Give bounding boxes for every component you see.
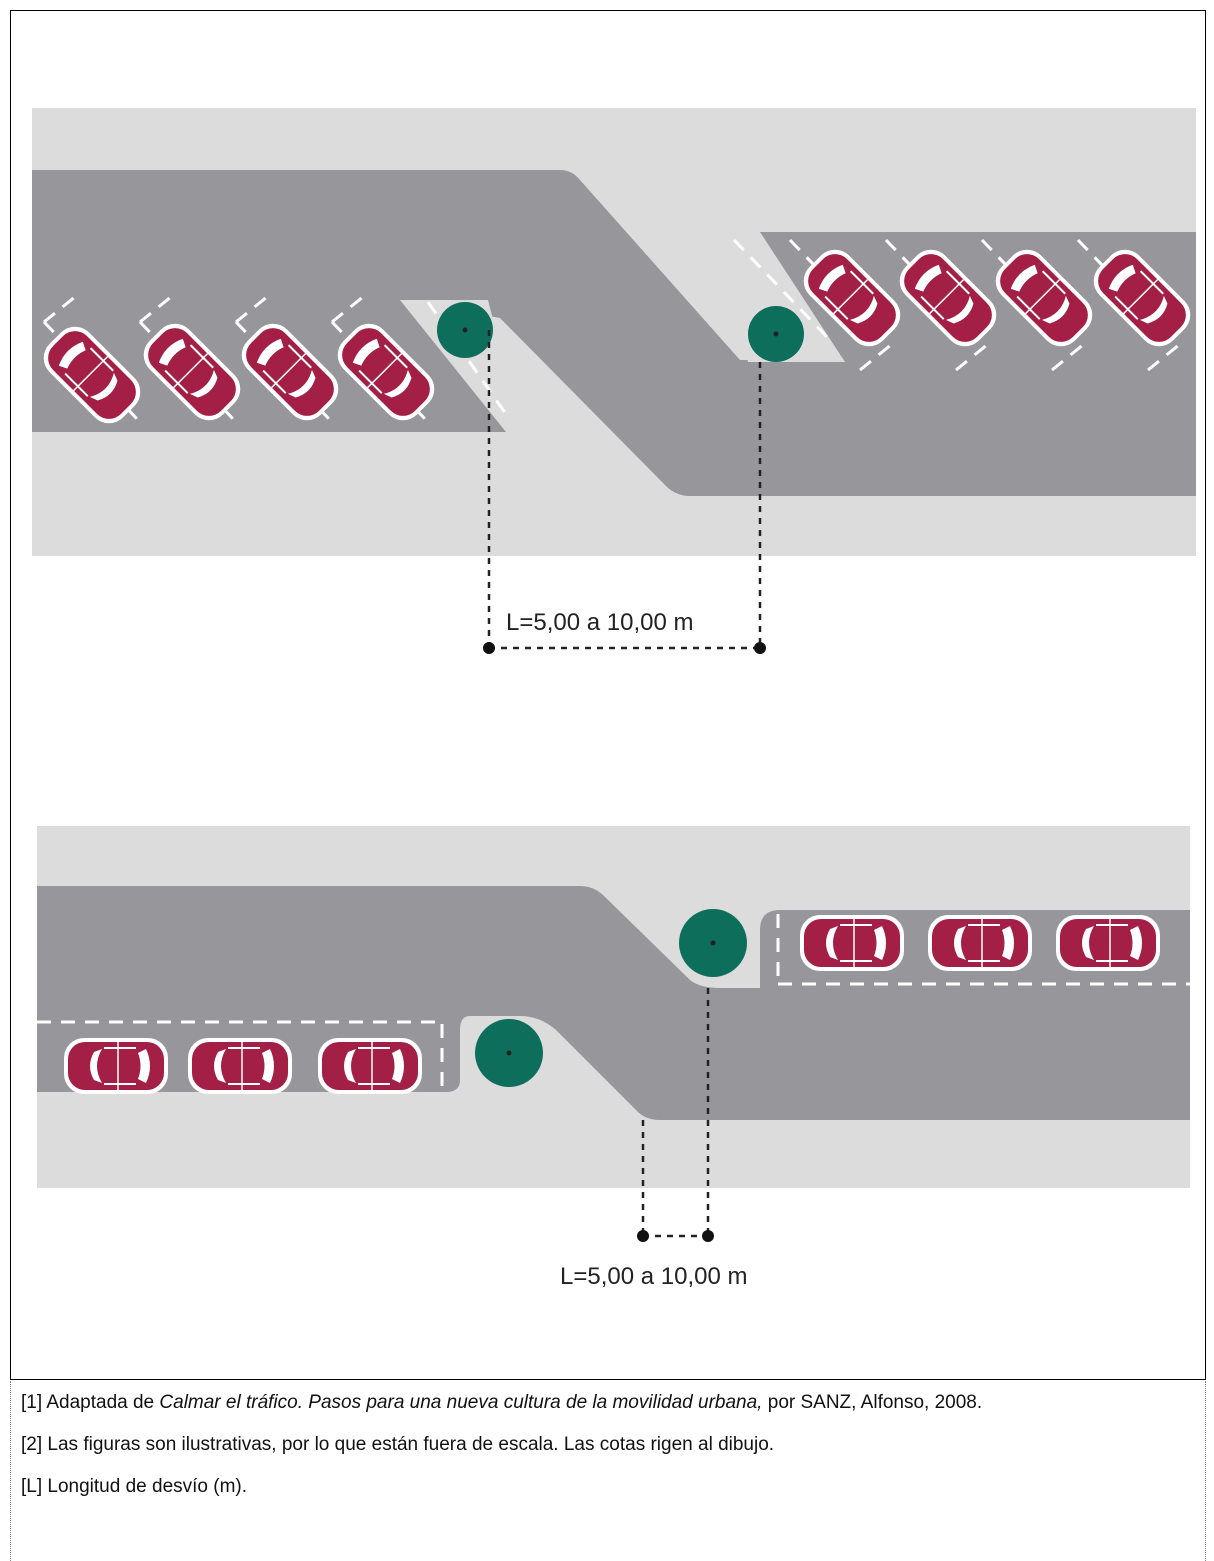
note-1: [1] Adaptada de Calmar el tráfico. Pasos…: [21, 1389, 1193, 1417]
note-3: [L] Longitud de desvío (m).: [21, 1473, 1193, 1501]
top-diagram: L=5,00 a 10,00 m: [32, 108, 1199, 654]
top-dimension: [487, 330, 762, 650]
car: [63, 1037, 169, 1095]
car: [799, 914, 905, 972]
note-2-text: Las figuras son ilustrativas, por lo que…: [47, 1434, 775, 1455]
bottom-diagram: L=5,00 a 10,00 m: [37, 826, 1190, 1290]
car: [187, 1037, 293, 1095]
note-1-text: Adaptada de: [46, 1392, 160, 1413]
top-dimension-label: L=5,00 a 10,00 m: [506, 609, 693, 636]
bottom-trees: [475, 909, 747, 1087]
bottom-right-cars: [799, 914, 1161, 972]
note-2: [2] Las figuras son ilustrativas, por lo…: [21, 1431, 1193, 1459]
car: [1055, 914, 1161, 972]
note-3-ref: [L]: [21, 1476, 43, 1497]
car: [317, 1037, 423, 1095]
bottom-left-cars: [63, 1037, 423, 1095]
note-2-ref: [2]: [21, 1434, 43, 1455]
figure-notes: [1] Adaptada de Calmar el tráfico. Pasos…: [10, 1381, 1206, 1561]
note-1-ref: [1]: [21, 1392, 43, 1413]
note-1-title: Calmar el tráfico. Pasos para una nueva …: [159, 1392, 763, 1413]
top-trees: [437, 302, 804, 362]
car: [927, 914, 1033, 972]
street-diagram: L=5,00 a 10,00 m: [32, 108, 1214, 1290]
bottom-dimension: [641, 988, 710, 1238]
note-3-text: Longitud de desvío (m).: [47, 1476, 248, 1497]
bottom-bays: [37, 914, 1190, 1090]
note-1-author: por SANZ, Alfonso, 2008.: [762, 1392, 983, 1413]
bottom-dimension-label: L=5,00 a 10,00 m: [560, 1263, 747, 1290]
